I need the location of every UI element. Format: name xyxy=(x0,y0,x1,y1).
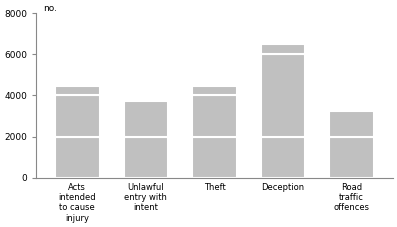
Bar xyxy=(123,137,168,178)
Bar xyxy=(192,137,237,178)
Bar xyxy=(55,86,100,96)
Bar xyxy=(55,137,100,178)
Bar xyxy=(192,86,237,96)
Bar xyxy=(123,101,168,137)
Bar xyxy=(261,137,305,178)
Text: no.: no. xyxy=(43,4,57,13)
Bar xyxy=(330,137,374,178)
Bar xyxy=(330,111,374,137)
Bar xyxy=(261,44,305,54)
Bar xyxy=(261,54,305,137)
Bar xyxy=(192,96,237,137)
Bar xyxy=(55,96,100,137)
